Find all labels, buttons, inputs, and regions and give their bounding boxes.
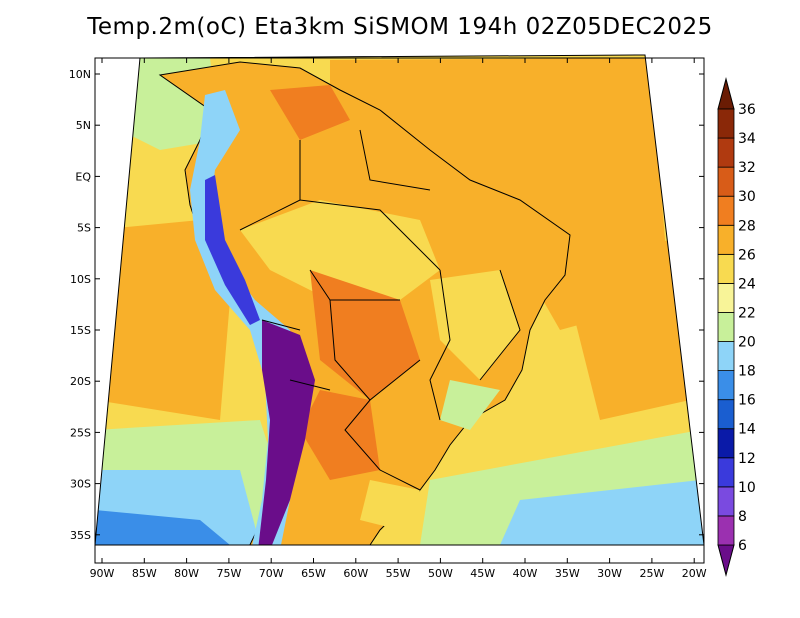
colorbar: 6 8 10 12 14 16 18 20 22 24 26 28 30 32 34 36 [717,77,756,577]
lon-label: 60W [343,567,368,580]
southeast-cool [440,380,500,430]
colorbar-label: 34 [738,131,756,147]
lat-label: 20S [70,375,91,388]
lat-label: EQ [75,170,91,183]
colorbar-swatch [717,457,735,488]
lon-label: 40W [513,567,538,580]
colorbar-swatch [717,195,735,226]
lon-label: 30W [597,567,622,580]
colorbar-label: 6 [738,538,747,554]
lon-label: 90W [90,567,115,580]
colorbar-label: 24 [738,276,756,292]
lon-label: 35W [555,567,580,580]
lat-label: 15S [70,324,91,337]
colorbar-swatch [717,370,735,401]
colorbar-label: 8 [738,509,747,525]
colorbar-swatch [717,253,735,284]
latitude-axis: 10N 5N EQ 5S 10S 15S 20S 25S 30S 35S [69,68,704,542]
colorbar-label: 36 [738,102,756,118]
colorbar-swatch [717,137,735,168]
colorbar-label: 12 [738,451,756,467]
temperature-field [95,55,704,545]
lat-label: 10S [70,273,91,286]
colorbar-label: 18 [738,364,756,380]
venezuela-hot-zone [270,85,350,140]
lon-label: 70W [259,567,284,580]
lon-label: 20W [682,567,707,580]
lat-label: 5S [77,222,91,235]
colorbar-swatch [717,224,735,255]
lon-label: 85W [132,567,157,580]
map-frame [94,57,705,564]
far-south-cold [95,510,230,545]
lat-label: 30S [70,478,91,491]
colorbar-swatch [717,399,735,430]
colorbar-swatch [717,282,735,313]
colorbar-label: 16 [738,393,756,409]
colorbar-swatch [717,108,735,139]
central-hot-zone [310,270,420,400]
andes-north-cold [205,175,260,325]
pacific-warm-region [95,220,230,420]
brazil-plateau [430,270,520,380]
colorbar-label: 28 [738,218,756,234]
map-title: Temp.2m(oC) Eta3km SiSMOM 194h 02Z05DEC2… [87,14,713,40]
colorbar-swatch [717,312,735,342]
uruguay-area [360,480,420,530]
colorbar-swatch [717,515,735,546]
atlantic-south-warm [560,240,690,420]
lon-label: 65W [301,567,326,580]
lat-label: 35S [70,529,91,542]
lat-label: 10N [69,68,91,81]
lon-label: 80W [174,567,199,580]
colorbar-label: 10 [738,480,756,496]
south-atlantic-cold [500,480,704,545]
colorbar-label: 20 [738,335,756,351]
amazon-interior [240,200,440,300]
colorbar-label: 22 [738,305,756,321]
country-borders [239,129,521,491]
colorbar-swatch [717,341,735,371]
colorbar-swatch [717,486,735,517]
colorbar-max-arrow [717,77,735,110]
lon-label: 55W [386,567,411,580]
lat-label: 5N [76,119,91,132]
longitude-axis: 90W 85W 80W 75W 70W 65W 60W 55W 50W 45W 40W 35W 30W 2… [90,58,707,580]
lon-label: 25W [639,567,664,580]
colorbar-label: 14 [738,422,756,438]
lon-label: 45W [470,567,495,580]
andes-cold-core [258,320,315,545]
colorbar-min-arrow [717,544,735,577]
colorbar-swatch [717,166,735,197]
lon-label: 75W [216,567,241,580]
lat-label: 25S [70,426,91,439]
colorbar-swatch [717,428,735,459]
colorbar-label: 26 [738,247,756,263]
colorbar-label: 32 [738,160,756,176]
colorbar-label: 30 [738,189,756,205]
lon-label: 50W [428,567,453,580]
